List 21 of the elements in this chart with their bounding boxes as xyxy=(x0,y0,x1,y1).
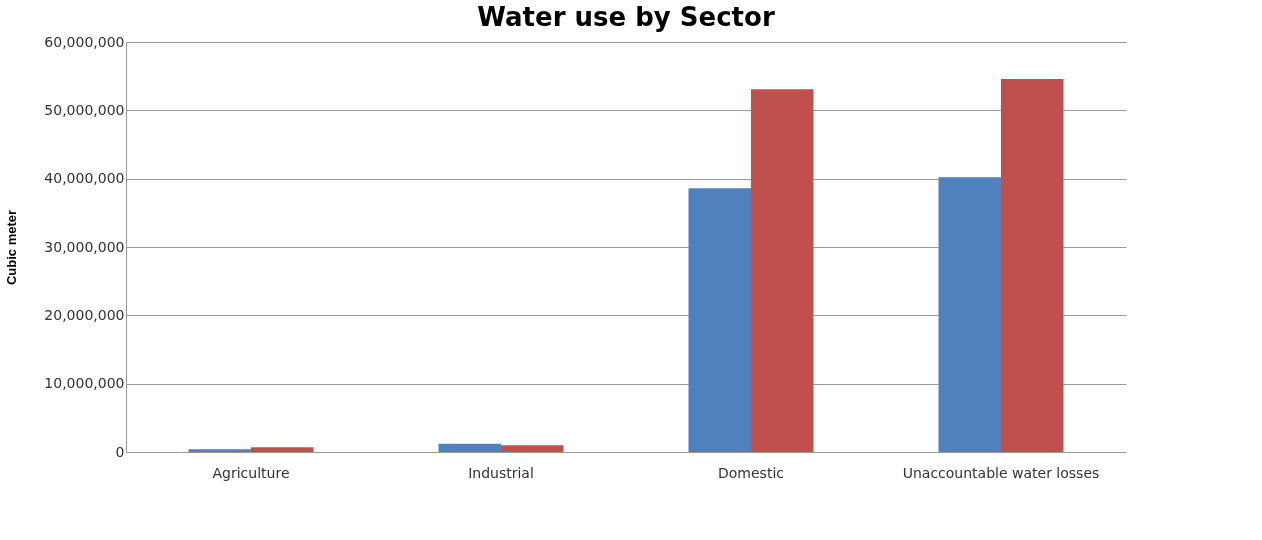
bar xyxy=(438,443,501,452)
bar xyxy=(188,449,251,452)
bar xyxy=(688,188,751,452)
y-tick-label: 40,000,000 xyxy=(44,170,125,187)
bar xyxy=(938,177,1001,452)
y-tick-label: 50,000,000 xyxy=(44,101,125,118)
y-tick-label: 30,000,000 xyxy=(44,238,125,255)
bar xyxy=(501,445,564,452)
bar xyxy=(251,447,314,452)
y-tick-label: 0 xyxy=(115,443,125,460)
chart-title: Water use by Sector xyxy=(477,2,775,32)
y-axis-title: Cubic meter xyxy=(4,209,20,286)
bar xyxy=(751,89,814,452)
y-tick-label: 10,000,000 xyxy=(44,375,125,392)
x-tick-label: Unaccountable water losses xyxy=(902,464,1100,481)
y-tick-label: 60,000,000 xyxy=(44,33,125,50)
x-tick-label: Domestic xyxy=(718,464,784,481)
bar xyxy=(1001,78,1064,452)
x-tick-label: Industrial xyxy=(468,464,534,481)
x-tick-label: Agriculture xyxy=(212,464,290,481)
y-tick-label: 20,000,000 xyxy=(44,306,125,323)
